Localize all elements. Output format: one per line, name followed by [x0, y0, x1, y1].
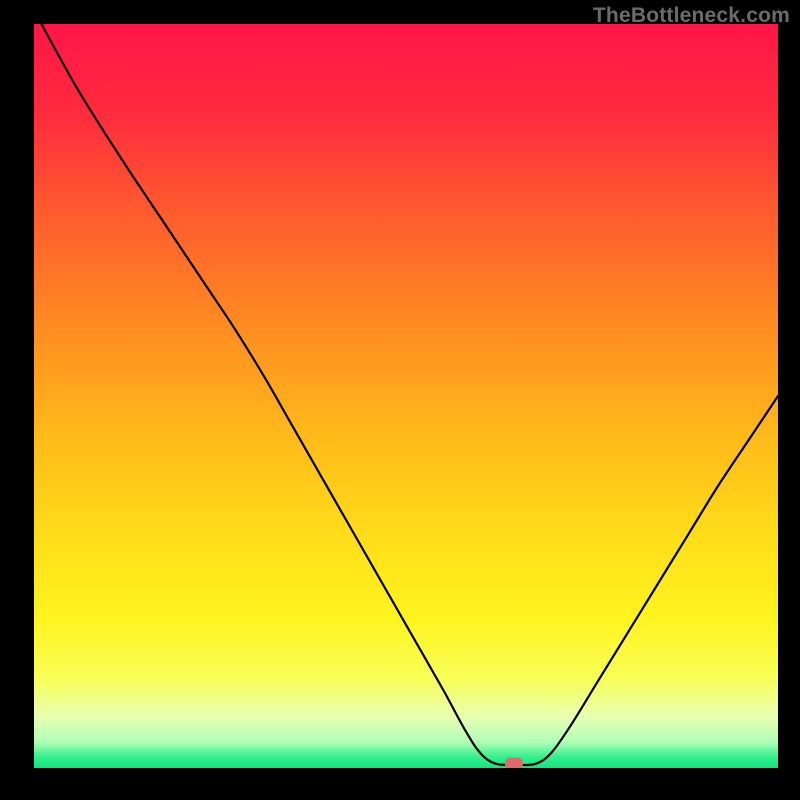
- chart-svg: [34, 24, 778, 768]
- watermark-text: TheBottleneck.com: [593, 4, 790, 28]
- gradient-background: [34, 24, 778, 768]
- chart-frame: TheBottleneck.com: [0, 0, 800, 800]
- plot-area: [34, 24, 778, 768]
- optimal-point-marker: [505, 758, 523, 768]
